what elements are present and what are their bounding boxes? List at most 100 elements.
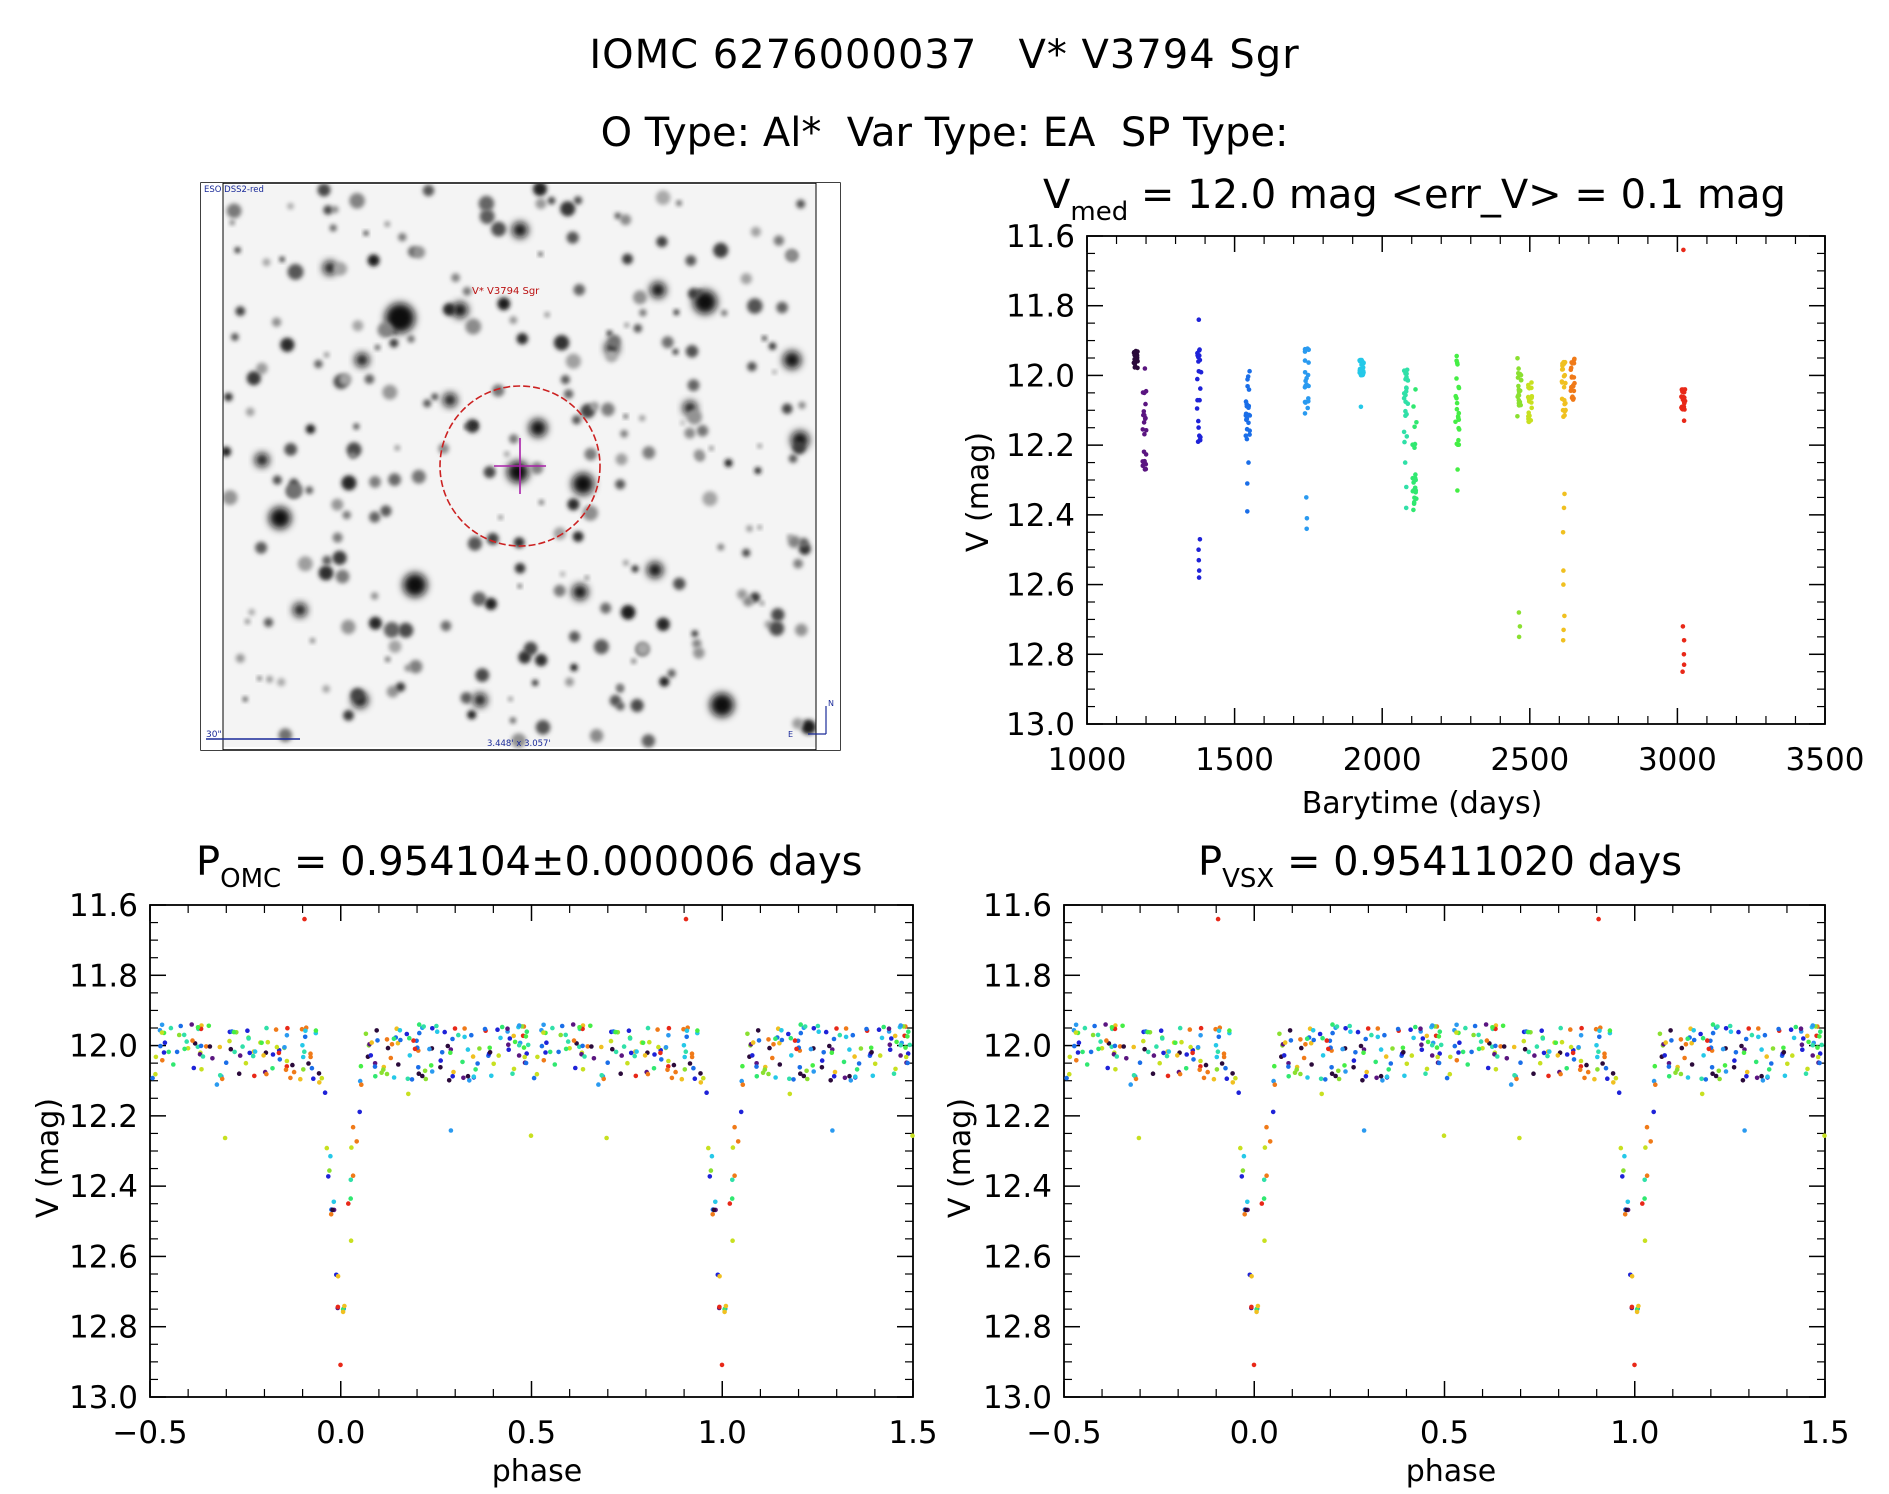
phase-point <box>1756 1034 1761 1040</box>
phase-point <box>1555 1053 1561 1058</box>
phase-point <box>1137 1060 1143 1065</box>
phase-point <box>391 1075 397 1080</box>
figure-title: IOMC 6276000037 V* V3794 Sgr <box>0 32 1889 78</box>
phase-point <box>879 1035 885 1041</box>
phase-point <box>438 1058 444 1063</box>
lightcurve-point <box>1411 404 1416 409</box>
phase-point <box>1480 1046 1485 1051</box>
faint-star <box>369 476 381 488</box>
phase-point <box>1190 1050 1195 1056</box>
faint-star <box>636 641 650 656</box>
phase-point <box>153 1054 159 1060</box>
phase-point <box>1098 1039 1103 1044</box>
phase-point <box>207 1044 213 1049</box>
phase-point <box>327 1168 332 1173</box>
phase-point <box>787 1076 792 1082</box>
phase-point <box>541 1030 546 1035</box>
phase-point <box>682 1054 687 1060</box>
phase-point <box>1329 1071 1335 1076</box>
faint-star <box>343 710 354 721</box>
phase-point <box>1243 1207 1249 1213</box>
x-tick-label: 3500 <box>1786 742 1865 778</box>
phase-point <box>1454 1030 1459 1035</box>
phase-point <box>567 1046 572 1051</box>
phase-point <box>663 1045 669 1050</box>
phase-point <box>787 1091 793 1097</box>
phase-point <box>1803 1071 1809 1076</box>
phase-point <box>1233 1075 1238 1081</box>
phase-point <box>277 1057 283 1062</box>
phase-point <box>1429 1042 1435 1048</box>
phase-point <box>1113 1067 1118 1072</box>
faint-star <box>687 409 702 425</box>
phase-point <box>854 1067 860 1072</box>
phase-point <box>407 1035 412 1041</box>
faint-star <box>582 505 599 521</box>
faint-star <box>442 303 456 316</box>
phase-point <box>1579 1025 1584 1031</box>
phase-point <box>1709 1065 1715 1070</box>
phase-point <box>1236 1090 1241 1095</box>
phase-point <box>1689 1040 1694 1046</box>
phase-point <box>210 1056 215 1061</box>
faint-star <box>382 384 398 400</box>
faint-star <box>266 675 273 683</box>
phase-point <box>547 1049 553 1055</box>
phase-point <box>1255 1303 1261 1309</box>
y-tick-label: 12.4 <box>1006 498 1075 534</box>
phase-point <box>250 1053 256 1059</box>
faint-star <box>655 190 671 205</box>
phase-point <box>470 1054 476 1059</box>
phase-point <box>1109 1025 1115 1030</box>
bright-star <box>452 302 468 318</box>
phase-point <box>811 1026 817 1031</box>
phase-point <box>1710 1022 1716 1027</box>
phase-point <box>448 1050 453 1055</box>
phase-point <box>745 1031 750 1037</box>
phase-point <box>284 1033 290 1038</box>
phase-point <box>1668 1028 1673 1033</box>
phase-point <box>523 1060 529 1066</box>
phase-point <box>847 1073 852 1079</box>
phase-point <box>1223 1065 1228 1071</box>
phase-point <box>604 1135 609 1141</box>
faint-star <box>398 233 407 242</box>
faint-star <box>284 443 298 456</box>
phase-point <box>521 1045 527 1050</box>
faint-star <box>422 184 435 197</box>
faint-star <box>676 200 682 206</box>
phase-point <box>198 1043 204 1049</box>
phase-point <box>804 1068 809 1074</box>
phase-point <box>535 1054 540 1060</box>
phase-point <box>1198 1058 1203 1064</box>
phase-point <box>1419 1047 1425 1052</box>
phase-point <box>848 1078 854 1083</box>
phase-point <box>1448 1054 1453 1060</box>
phase-point <box>1493 1043 1498 1049</box>
lightcurve-point <box>1403 505 1409 511</box>
phase-point <box>302 1049 307 1054</box>
faint-star <box>631 565 639 573</box>
faint-star <box>472 422 477 428</box>
phase-point <box>1648 1139 1653 1144</box>
phase-point <box>1348 1029 1353 1034</box>
phase-point <box>159 1022 165 1028</box>
phase-point <box>906 1029 911 1034</box>
phase-point <box>1600 1061 1605 1066</box>
phase-point <box>798 1022 803 1027</box>
phase-point <box>1822 1133 1827 1138</box>
faint-star <box>560 571 566 577</box>
faint-star <box>684 427 696 439</box>
faint-star <box>589 729 604 743</box>
faint-star <box>370 592 379 600</box>
faint-star <box>517 584 522 589</box>
phase-point <box>228 1046 234 1052</box>
faint-star <box>460 692 473 704</box>
phase-point <box>1476 1046 1482 1052</box>
phase-point <box>1546 1073 1551 1079</box>
faint-star <box>614 212 621 219</box>
phase-point <box>1597 1028 1602 1034</box>
phase-point <box>223 1060 229 1065</box>
phase-point <box>698 1080 704 1085</box>
lightcurve-point <box>1405 378 1411 383</box>
